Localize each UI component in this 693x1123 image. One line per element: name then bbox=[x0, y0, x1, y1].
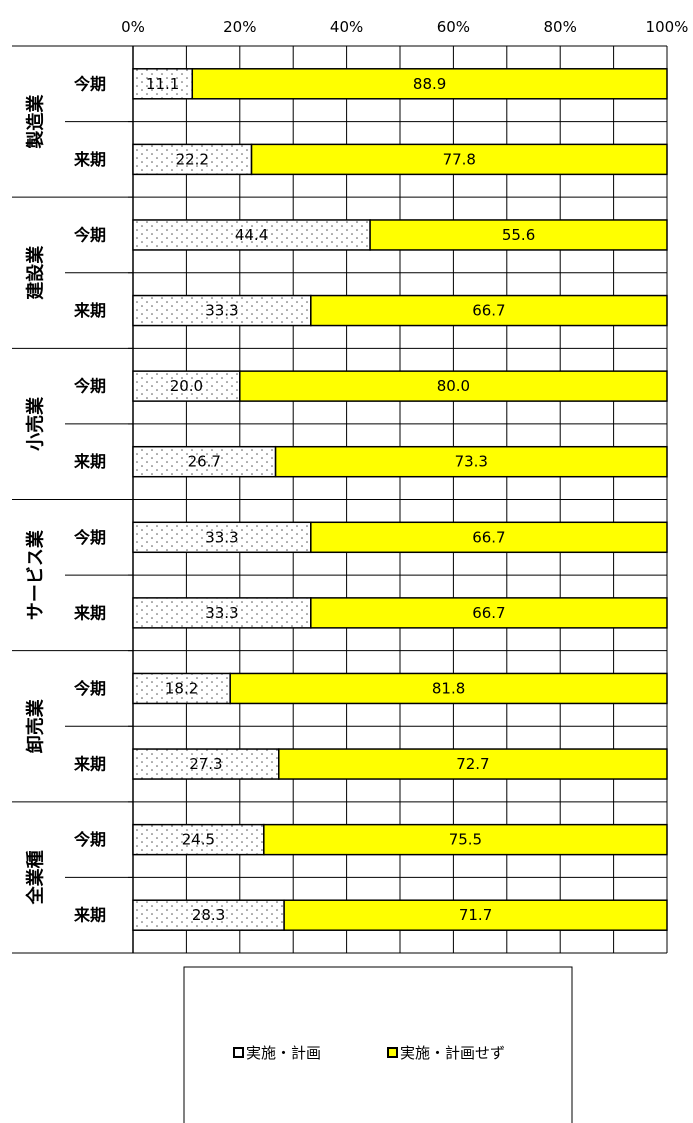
data-label: 24.5 bbox=[182, 831, 215, 849]
data-label: 33.3 bbox=[205, 302, 238, 320]
bar-planned bbox=[132, 294, 312, 327]
x-tick-label: 40% bbox=[330, 18, 363, 36]
bar-planned bbox=[132, 521, 312, 554]
x-tick-label: 80% bbox=[544, 18, 577, 36]
x-tick-label: 0% bbox=[121, 18, 145, 36]
bar-not-planned bbox=[229, 672, 668, 705]
bar-not-planned bbox=[310, 521, 668, 554]
bar-not-planned bbox=[274, 445, 668, 478]
bar-not-planned bbox=[250, 143, 668, 176]
grid-lines bbox=[128, 45, 668, 954]
bar-not-planned bbox=[239, 370, 668, 402]
data-label: 66.7 bbox=[472, 528, 505, 546]
legend-swatch-not-planned bbox=[387, 1047, 398, 1058]
industry-label: 卸売業 bbox=[25, 698, 47, 753]
bar-not-planned bbox=[310, 294, 668, 327]
period-label: 来期 bbox=[73, 906, 106, 925]
legend-label: 実施・計画せず bbox=[400, 1044, 505, 1062]
period-label: 来期 bbox=[73, 603, 106, 622]
period-label: 来期 bbox=[73, 150, 106, 169]
bar-planned bbox=[132, 823, 265, 856]
data-label: 66.7 bbox=[472, 302, 505, 320]
bar-planned bbox=[132, 370, 241, 402]
bar-not-planned bbox=[369, 219, 668, 251]
x-tick-label: 100% bbox=[646, 18, 689, 36]
data-label: 11.1 bbox=[146, 75, 179, 93]
x-tick-labels: 0% 20% 40% 60% 80% 100% bbox=[121, 18, 688, 36]
data-label: 27.3 bbox=[189, 755, 222, 773]
data-label: 75.5 bbox=[449, 831, 482, 849]
period-label: 今期 bbox=[73, 830, 106, 849]
bar-not-planned bbox=[263, 823, 668, 856]
data-label: 73.3 bbox=[455, 453, 488, 471]
data-label: 88.9 bbox=[413, 75, 446, 93]
data-label: 28.3 bbox=[192, 906, 225, 924]
bar-planned bbox=[132, 219, 371, 251]
bar-not-planned bbox=[310, 597, 668, 629]
data-label: 33.3 bbox=[205, 604, 238, 622]
bars: 11.1 88.9 22.2 77.8 44.4 55.6 33.3 66.7 20.0 80.0… bbox=[132, 68, 668, 931]
x-tick-label: 20% bbox=[223, 18, 256, 36]
period-label: 来期 bbox=[73, 301, 106, 320]
data-label: 81.8 bbox=[432, 679, 465, 697]
data-label: 33.3 bbox=[205, 528, 238, 546]
period-label: 今期 bbox=[73, 377, 106, 396]
x-tick-label: 60% bbox=[437, 18, 470, 36]
period-label: 来期 bbox=[73, 452, 106, 471]
data-label: 77.8 bbox=[443, 150, 476, 168]
data-label: 22.2 bbox=[176, 150, 209, 168]
data-label: 26.7 bbox=[188, 453, 221, 471]
legend: 実施・計画 実施・計画せず bbox=[183, 966, 573, 1123]
industry-label: 製造業 bbox=[25, 94, 47, 150]
period-label: 今期 bbox=[73, 679, 106, 698]
industry-label: 全業種 bbox=[25, 850, 47, 905]
data-label: 80.0 bbox=[437, 377, 470, 395]
bar-not-planned bbox=[278, 748, 668, 780]
bar-planned bbox=[132, 143, 253, 176]
period-label: 今期 bbox=[73, 74, 106, 93]
bar-not-planned bbox=[191, 68, 668, 100]
industry-label: サービス業 bbox=[25, 529, 47, 620]
data-label: 55.6 bbox=[502, 226, 535, 244]
industry-label: 建設業 bbox=[25, 245, 47, 300]
data-label: 20.0 bbox=[170, 377, 203, 395]
data-label: 66.7 bbox=[472, 604, 505, 622]
legend-box bbox=[183, 966, 573, 1123]
period-label: 来期 bbox=[73, 755, 106, 774]
bar-not-planned bbox=[283, 899, 668, 931]
data-label: 71.7 bbox=[459, 906, 492, 924]
period-label: 今期 bbox=[73, 225, 106, 244]
legend-swatch-planned bbox=[233, 1047, 244, 1058]
industry-label: 小売業 bbox=[25, 396, 47, 451]
data-label: 18.2 bbox=[165, 679, 198, 697]
legend-label: 実施・計画 bbox=[246, 1044, 321, 1062]
period-label: 今期 bbox=[73, 528, 106, 547]
data-label: 72.7 bbox=[456, 755, 489, 773]
data-label: 44.4 bbox=[235, 226, 268, 244]
